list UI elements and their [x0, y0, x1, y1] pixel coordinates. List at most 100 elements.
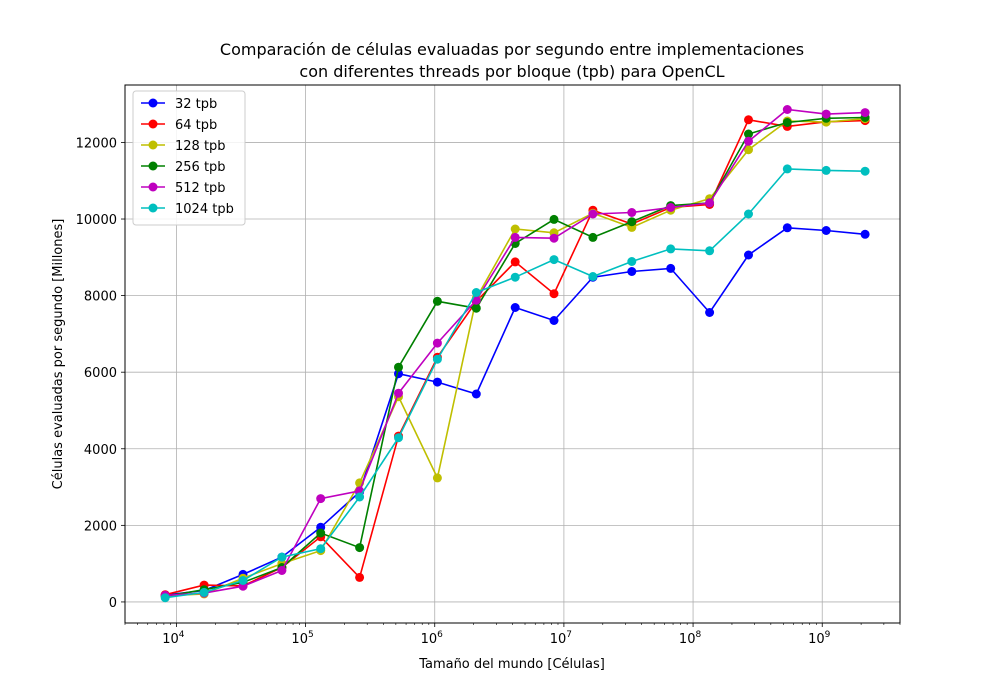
y-tick-label: 4000 — [84, 443, 117, 458]
x-tick-label: 106 — [421, 630, 444, 647]
legend-item: 32 tpb — [141, 97, 217, 112]
x-tick-label: 104 — [162, 630, 185, 647]
data-point — [860, 108, 870, 118]
data-point — [355, 572, 365, 582]
data-point — [510, 224, 520, 234]
legend-marker — [148, 98, 158, 108]
data-point — [666, 203, 676, 212]
data-point — [821, 109, 831, 119]
data-point — [316, 494, 326, 504]
legend: 32 tpb 64 tpb 128 tpb 256 tpb 512 tpb 1024 tp… — [132, 90, 246, 226]
legend-marker — [148, 140, 158, 150]
x-tick-label-exp: 4 — [179, 630, 185, 640]
data-point — [588, 272, 598, 281]
data-point — [666, 263, 676, 273]
series-line — [165, 117, 866, 597]
x-axis-ticks: 104 105 106 107 108 109 — [124, 623, 901, 647]
series-128-tpb — [160, 114, 870, 601]
x-tick-label-base: 10 — [291, 632, 308, 647]
data-point — [471, 295, 481, 305]
data-point — [705, 308, 715, 317]
data-point — [316, 544, 326, 554]
y-tick-label: 10000 — [76, 213, 117, 228]
data-point — [394, 433, 403, 443]
data-point — [782, 105, 792, 114]
x-tick-label: 108 — [679, 630, 702, 647]
x-tick-label: 109 — [808, 630, 831, 647]
data-point — [471, 389, 481, 399]
data-point — [432, 377, 442, 387]
data-point — [277, 566, 287, 575]
legend-item: 1024 tpb — [141, 202, 234, 217]
legend-label: 32 tpb — [175, 97, 217, 112]
series-64-tpb — [160, 115, 870, 600]
x-tick-label: 105 — [291, 630, 313, 647]
data-point — [394, 362, 403, 372]
y-axis-ticks: 0 2000 4000 6000 8000 10000 12000 — [76, 136, 125, 611]
data-point — [744, 209, 753, 219]
legend-item: 128 tpb — [141, 139, 226, 154]
y-tick-label: 2000 — [84, 519, 117, 534]
data-point — [549, 233, 559, 243]
x-tick-label-base: 10 — [162, 632, 179, 647]
y-tick-label: 6000 — [84, 366, 117, 381]
series-line — [165, 226, 866, 596]
data-point — [238, 576, 248, 585]
legend-marker — [148, 182, 158, 192]
x-tick-label-base: 10 — [550, 632, 567, 647]
series-1024-tpb — [160, 164, 870, 603]
x-tick-label-exp: 6 — [437, 630, 443, 640]
data-point — [510, 272, 520, 282]
data-point — [744, 250, 753, 260]
data-point — [588, 209, 598, 219]
data-point — [705, 198, 715, 208]
grid — [125, 85, 900, 623]
data-point — [549, 316, 559, 325]
data-point — [627, 267, 637, 276]
x-tick-label: 107 — [550, 630, 572, 647]
data-point — [471, 303, 481, 313]
series-line — [165, 108, 866, 597]
x-tick-label-base: 10 — [808, 632, 825, 647]
data-point — [821, 226, 831, 235]
data-point — [744, 129, 753, 139]
chart-title-line-1: Comparación de células evaluadas por seg… — [220, 40, 804, 59]
x-tick-label-exp: 8 — [695, 630, 701, 640]
data-point — [860, 166, 870, 176]
data-point — [160, 593, 170, 603]
x-axis-label: Tamaño del mundo [Células] — [418, 657, 605, 672]
data-point — [432, 338, 442, 348]
data-point — [627, 257, 637, 266]
data-point — [510, 303, 520, 312]
legend-label: 1024 tpb — [175, 202, 234, 217]
data-point — [744, 145, 753, 155]
data-point — [705, 246, 715, 256]
x-tick-label-base: 10 — [679, 632, 696, 647]
data-point — [471, 288, 481, 297]
data-point — [627, 208, 637, 217]
series-256-tpb — [160, 113, 870, 601]
data-point — [549, 255, 559, 265]
data-point — [666, 244, 676, 254]
x-tick-label-exp: 7 — [566, 630, 572, 640]
chart-title-line-2: con diferentes threads por bloque (tpb) … — [299, 62, 724, 81]
data-point — [782, 118, 792, 127]
legend-marker — [148, 203, 158, 213]
data-point — [277, 552, 287, 562]
data-point — [782, 164, 792, 174]
data-point — [744, 136, 753, 146]
data-point — [744, 115, 753, 125]
legend-marker — [148, 161, 158, 171]
data-point — [549, 214, 559, 224]
y-axis-label: Células evaluadas por segundo [Millones] — [51, 219, 66, 490]
data-point — [432, 473, 442, 483]
data-point — [355, 543, 365, 553]
data-point — [782, 223, 792, 233]
data-point — [549, 289, 559, 299]
data-point — [355, 492, 365, 502]
x-tick-label-base: 10 — [421, 632, 438, 647]
data-point — [316, 528, 326, 538]
legend-label: 512 tpb — [175, 181, 226, 196]
x-tick-label-exp: 5 — [308, 630, 314, 640]
